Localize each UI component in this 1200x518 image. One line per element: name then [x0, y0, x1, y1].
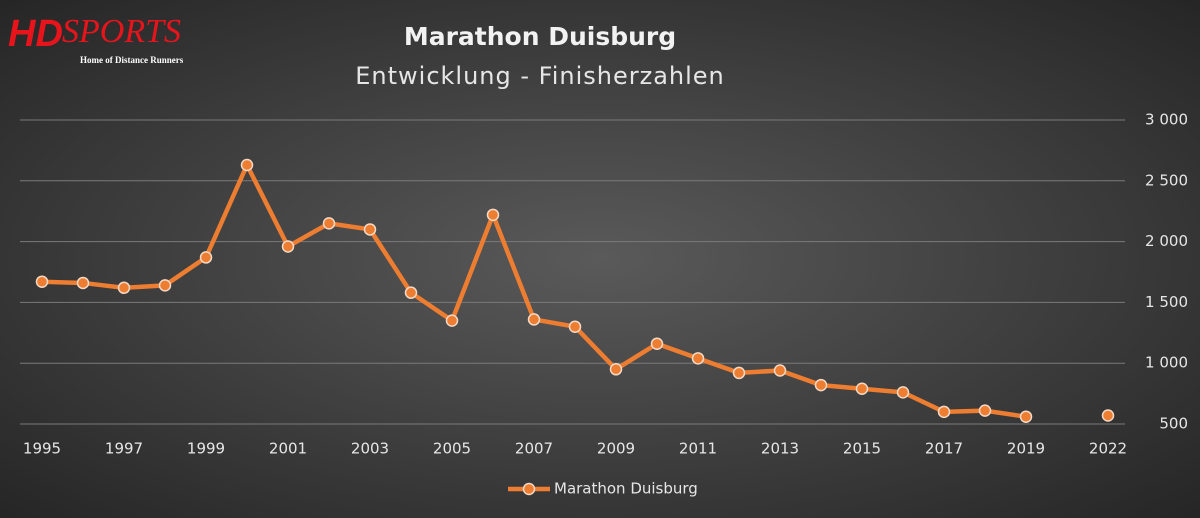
logo-sports: SPORTS: [62, 13, 181, 50]
y-tick-label: 3 000: [1145, 111, 1188, 129]
x-tick-label: 2013: [761, 440, 799, 458]
data-point: [650, 337, 664, 350]
y-tick-label: 2 500: [1145, 171, 1188, 189]
x-tick-label: 2009: [597, 440, 635, 458]
y-tick-label: 1 000: [1145, 354, 1188, 372]
x-tick-label: 2017: [925, 440, 963, 458]
data-point: [158, 279, 172, 292]
x-tick-label: 2003: [351, 440, 389, 458]
data-point: [322, 217, 336, 230]
data-point: [855, 382, 869, 395]
data-point: [896, 386, 910, 399]
x-tick-label: 2007: [515, 440, 553, 458]
data-point: [568, 320, 582, 333]
x-tick-label: 2022: [1089, 440, 1127, 458]
data-point: [937, 405, 951, 419]
data-point: [978, 404, 992, 417]
data-point: [691, 352, 705, 365]
data-point: [117, 281, 131, 295]
data-point: [1019, 410, 1033, 423]
data-point: [773, 364, 787, 377]
data-point: [527, 313, 541, 326]
legend-label: Marathon Duisburg: [554, 480, 698, 498]
logo-hd: HD: [8, 13, 63, 55]
x-tick-label: 1995: [23, 440, 61, 458]
data-point: [445, 314, 459, 327]
x-tick-label: 1999: [187, 440, 225, 458]
x-tick-label: 2015: [843, 440, 881, 458]
data-point: [35, 275, 49, 288]
logo-tagline: Home of Distance Runners: [80, 55, 184, 65]
data-point: [281, 240, 295, 253]
data-point: [486, 208, 500, 222]
x-tick-label: 2001: [269, 440, 307, 458]
y-tick-label: 500: [1159, 415, 1188, 433]
data-point: [609, 363, 623, 376]
data-point: [199, 251, 213, 264]
y-tick-label: 1 500: [1145, 293, 1188, 311]
data-point: [76, 276, 90, 290]
x-tick-label: 1997: [105, 440, 143, 458]
x-tick-label: 2005: [433, 440, 471, 458]
data-point: [1101, 409, 1115, 422]
data-point: [240, 158, 254, 172]
x-tick-label: 2011: [679, 440, 717, 458]
y-tick-label: 2 000: [1145, 232, 1188, 250]
chart-title: Marathon Duisburg: [404, 22, 676, 51]
data-point: [814, 378, 828, 392]
data-point: [404, 286, 418, 299]
legend-marker: [522, 482, 536, 496]
data-point: [363, 223, 377, 236]
data-point: [732, 366, 746, 380]
chart-subtitle: Entwicklung - Finisherzahlen: [355, 62, 725, 90]
x-tick-label: 2019: [1007, 440, 1045, 458]
